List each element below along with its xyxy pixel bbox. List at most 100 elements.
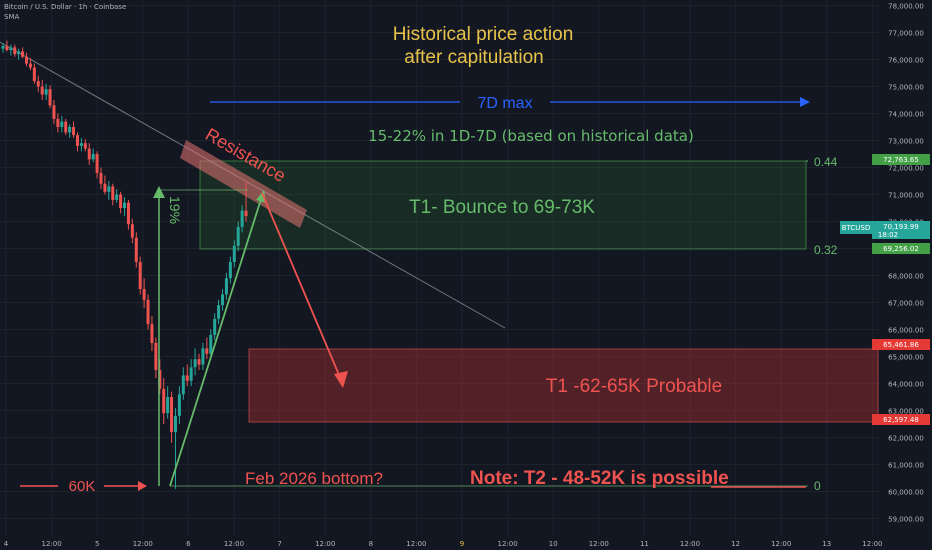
price-tick-label: 75,000.00 — [888, 84, 924, 92]
candle-body — [79, 143, 83, 146]
candle-body — [201, 348, 205, 365]
time-tick-label: 12:00 — [498, 540, 518, 548]
symbol-header[interactable]: Bitcoin / U.S. Dollar · 1h · Coinbase — [4, 3, 127, 11]
time-tick-label: 12:00 — [589, 540, 609, 548]
candle-body — [99, 172, 103, 184]
price-tick-label: 59,000.00 — [888, 516, 924, 524]
time-tick-label: 5 — [95, 540, 99, 548]
candle-body — [44, 89, 48, 95]
indicator-label[interactable]: SMA — [4, 13, 20, 21]
price-axis-bg — [880, 0, 932, 550]
candle-body — [60, 121, 64, 127]
candle-body — [173, 415, 177, 433]
time-axis[interactable]: 4 12:00 5 12:00 6 12:00 7 12:00 8 12:00 9 12:00 10 12… — [0, 536, 932, 550]
candle-body — [181, 375, 185, 395]
time-tick-label: 12:00 — [315, 540, 335, 548]
time-tick-label: 7 — [277, 540, 281, 548]
fib-032-label: 0.32 — [814, 243, 838, 257]
candle-body — [162, 388, 166, 414]
candle-body — [138, 262, 142, 289]
time-tick-label: 12:00 — [771, 540, 791, 548]
candle-body — [5, 46, 9, 51]
candle-body — [189, 367, 193, 381]
red-zone-label: T1 -62-65K Probable — [546, 376, 722, 397]
price-tick-label: 66,000.00 — [888, 327, 924, 335]
note-underlined-word: possible — [652, 468, 729, 489]
candle-body — [134, 237, 138, 262]
candle-body — [68, 127, 72, 133]
fib-044-label: 0.44 — [814, 155, 838, 169]
seven-day-arrow-head — [800, 97, 810, 107]
price-tag-current: BTCUSD 70,193.99 18:02 — [840, 221, 930, 239]
price-tick-label: 72,000.00 — [888, 165, 924, 173]
red-target-zone — [248, 348, 879, 423]
candle-body — [221, 294, 225, 306]
candle-body — [240, 210, 244, 227]
time-tick-label: 11 — [640, 540, 649, 548]
decline-line — [261, 192, 343, 383]
candle-body — [244, 210, 248, 217]
decline-arrow-head — [334, 371, 348, 388]
candle-body — [13, 47, 17, 55]
level-60k-arrow-head — [138, 481, 147, 491]
time-tick-label: 12:00 — [862, 540, 882, 548]
candle-body — [115, 194, 119, 200]
candle-body — [95, 154, 99, 173]
candle-body — [154, 343, 158, 370]
candle-body — [87, 148, 91, 160]
note-prefix: Note: T2 - 48-52K is — [470, 468, 652, 489]
candle-body — [83, 143, 87, 149]
candle-body — [123, 202, 127, 208]
candle-body — [146, 299, 150, 325]
bounce-line — [169, 195, 263, 487]
price-tick-label: 68,000.00 — [888, 273, 924, 281]
candle-body — [126, 202, 130, 225]
candle-body — [197, 359, 201, 365]
time-tick-label: 12:00 — [680, 540, 700, 548]
candles — [1, 40, 248, 489]
time-tick-label: 6 — [186, 540, 191, 548]
svg-text:18:02: 18:02 — [878, 231, 898, 239]
grid-lines — [0, 0, 880, 536]
candle-body — [185, 375, 189, 381]
price-tick-label: 73,000.00 — [888, 138, 924, 146]
candle-body — [166, 397, 170, 414]
time-tick-label: 9 — [460, 540, 464, 548]
candle-body — [9, 47, 13, 51]
price-tick-label: 78,000.00 — [888, 3, 924, 11]
time-tick-label: 8 — [369, 540, 373, 548]
candle-body — [1, 46, 5, 49]
time-tick-label: 12:00 — [224, 540, 244, 548]
green-zone-label: T1- Bounce to 69-73K — [409, 197, 595, 218]
fib-0-label: 0 — [814, 479, 821, 493]
candle-body — [25, 56, 29, 64]
candle-body — [193, 359, 197, 368]
candle-body — [75, 135, 79, 146]
svg-text:65,461.86: 65,461.86 — [883, 341, 919, 349]
range-text: 15-22% in 1D-7D (based on historical dat… — [368, 127, 694, 145]
price-tag-upper: 72,763.65 — [872, 154, 930, 165]
candle-body — [205, 348, 209, 354]
candle-body — [224, 278, 228, 295]
price-tick-label: 71,000.00 — [888, 192, 924, 200]
candle-body — [91, 154, 95, 160]
measure-arrow-head — [153, 186, 165, 198]
candle-body — [119, 194, 123, 208]
level-60k-label: 60K — [69, 478, 96, 495]
candle-body — [52, 105, 56, 119]
price-tag-lower-green: 69,256.02 — [872, 243, 930, 254]
candle-body — [177, 394, 181, 416]
note-text: Note: T2 - 48-52K is possible — [470, 468, 729, 489]
price-tick-label: 61,000.00 — [888, 462, 924, 470]
candle-body — [236, 226, 240, 246]
green-target-zone — [199, 160, 807, 250]
svg-text:72,763.65: 72,763.65 — [883, 156, 919, 164]
seven-day-label: 7D max — [477, 95, 532, 112]
candle-body — [48, 89, 52, 106]
price-tick-label: 77,000.00 — [888, 30, 924, 38]
svg-text:BTCUSD: BTCUSD — [842, 224, 871, 232]
price-axis[interactable]: 78,000.00 77,000.00 76,000.00 75,000.00 74,0… — [880, 0, 932, 550]
candle-body — [158, 370, 162, 389]
candle-body — [170, 397, 174, 433]
